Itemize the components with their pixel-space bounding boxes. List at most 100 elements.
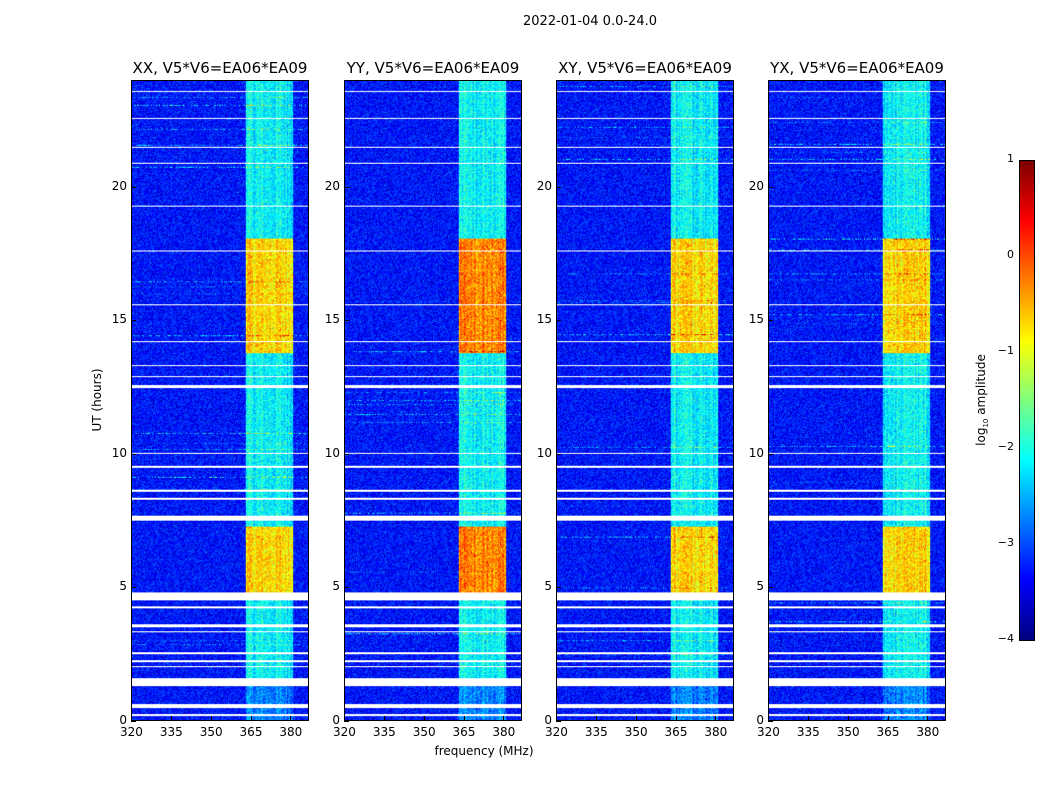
x-tick-mark — [768, 716, 769, 721]
colorbar-tick-label: −2 — [997, 440, 1014, 453]
x-tick-label: 380 — [492, 725, 516, 739]
y-tick-mark — [556, 186, 561, 188]
x-tick-label: 350 — [624, 725, 648, 739]
y-tick-mark — [768, 320, 773, 322]
colorbar-label-suffix: amplitude — [973, 354, 988, 419]
y-tick-label: 0 — [119, 713, 127, 727]
y-tick-label: 5 — [332, 579, 340, 594]
y-tick-label: 10 — [536, 445, 552, 460]
x-tick-mark — [344, 716, 345, 721]
y-tick-mark — [556, 587, 561, 589]
x-tick-mark — [463, 716, 465, 721]
x-tick-label: 365 — [452, 725, 476, 739]
y-axis-label: UT (hours) — [90, 368, 104, 432]
x-tick-mark — [927, 716, 929, 721]
x-tick-mark — [635, 716, 637, 721]
figure-title: 2022-01-04 0.0-24.0 — [523, 14, 657, 29]
colorbar-label: log10 amplitude — [974, 354, 990, 446]
colorbar-label-sub: 10 — [982, 418, 991, 428]
x-tick-label: 380 — [916, 725, 940, 739]
x-tick-mark — [595, 716, 597, 721]
y-tick-mark — [131, 587, 136, 589]
y-tick-label: 20 — [748, 178, 764, 193]
y-tick-label: 0 — [544, 713, 552, 727]
y-tick-mark — [131, 453, 136, 455]
colorbar-label-log: log — [973, 427, 988, 446]
x-tick-label: 365 — [664, 725, 688, 739]
y-tick-mark — [344, 587, 349, 589]
y-tick-label: 20 — [324, 178, 340, 193]
x-tick-mark — [715, 716, 717, 721]
x-tick-mark — [250, 716, 252, 721]
y-tick-mark — [556, 721, 561, 722]
y-tick-label: 15 — [748, 312, 764, 327]
y-tick-label: 5 — [544, 579, 552, 594]
y-tick-label: 5 — [119, 579, 127, 594]
x-tick-mark — [290, 716, 292, 721]
y-tick-label: 15 — [111, 312, 127, 327]
x-tick-mark — [847, 716, 849, 721]
x-tick-mark — [210, 716, 212, 721]
y-tick-label: 5 — [756, 579, 764, 594]
x-tick-label: 320 — [545, 725, 568, 739]
y-tick-label: 0 — [332, 713, 340, 727]
y-tick-label: 20 — [111, 178, 127, 193]
x-axis-label: frequency (MHz) — [434, 744, 534, 758]
x-tick-label: 320 — [757, 725, 780, 739]
y-tick-mark — [556, 320, 561, 322]
x-tick-label: 350 — [412, 725, 436, 739]
panel-title: XX, V5*V6=EA06*EA09 — [132, 59, 308, 77]
x-tick-label: 335 — [159, 725, 183, 739]
panel-title: YX, V5*V6=EA06*EA09 — [770, 59, 944, 77]
x-tick-mark — [675, 716, 677, 721]
x-tick-label: 335 — [796, 725, 820, 739]
y-tick-label: 20 — [536, 178, 552, 193]
x-tick-label: 335 — [584, 725, 608, 739]
panel-title: YY, V5*V6=EA06*EA09 — [346, 59, 520, 77]
heatmap-panel — [768, 80, 946, 721]
y-tick-mark — [556, 453, 561, 455]
y-tick-label: 15 — [536, 312, 552, 327]
x-tick-label: 335 — [372, 725, 396, 739]
x-tick-mark — [556, 716, 557, 721]
x-tick-label: 350 — [836, 725, 860, 739]
colorbar-tick-label: −3 — [997, 536, 1014, 549]
y-tick-mark — [768, 587, 773, 589]
y-tick-label: 10 — [748, 445, 764, 460]
x-tick-mark — [807, 716, 809, 721]
x-tick-label: 365 — [876, 725, 900, 739]
x-tick-label: 350 — [199, 725, 223, 739]
colorbar-tick-label: −4 — [997, 632, 1014, 645]
x-tick-label: 320 — [333, 725, 356, 739]
x-tick-mark — [383, 716, 385, 721]
y-tick-label: 0 — [756, 713, 764, 727]
y-tick-mark — [768, 186, 773, 188]
x-tick-label: 380 — [279, 725, 303, 739]
heatmap-panel — [344, 80, 522, 721]
colorbar — [1019, 160, 1035, 641]
y-tick-mark — [344, 320, 349, 322]
x-tick-label: 380 — [704, 725, 728, 739]
x-tick-label: 365 — [239, 725, 263, 739]
y-tick-mark — [131, 320, 136, 322]
x-tick-mark — [423, 716, 425, 721]
colorbar-tick-label: −1 — [997, 344, 1014, 357]
y-tick-mark — [344, 453, 349, 455]
heatmap-panel — [556, 80, 734, 721]
y-tick-mark — [344, 186, 349, 188]
y-tick-mark — [344, 721, 349, 722]
x-tick-mark — [131, 716, 132, 721]
y-tick-mark — [768, 721, 773, 722]
y-tick-label: 15 — [324, 312, 340, 327]
x-tick-mark — [503, 716, 505, 721]
y-tick-mark — [131, 721, 136, 722]
heatmap-panel — [131, 80, 309, 721]
colorbar-tick-label: 0 — [1007, 248, 1014, 261]
x-tick-mark — [170, 716, 172, 721]
y-tick-mark — [768, 453, 773, 455]
y-tick-label: 10 — [111, 445, 127, 460]
y-tick-label: 10 — [324, 445, 340, 460]
x-tick-label: 320 — [120, 725, 143, 739]
colorbar-tick-label: 1 — [1007, 152, 1014, 165]
